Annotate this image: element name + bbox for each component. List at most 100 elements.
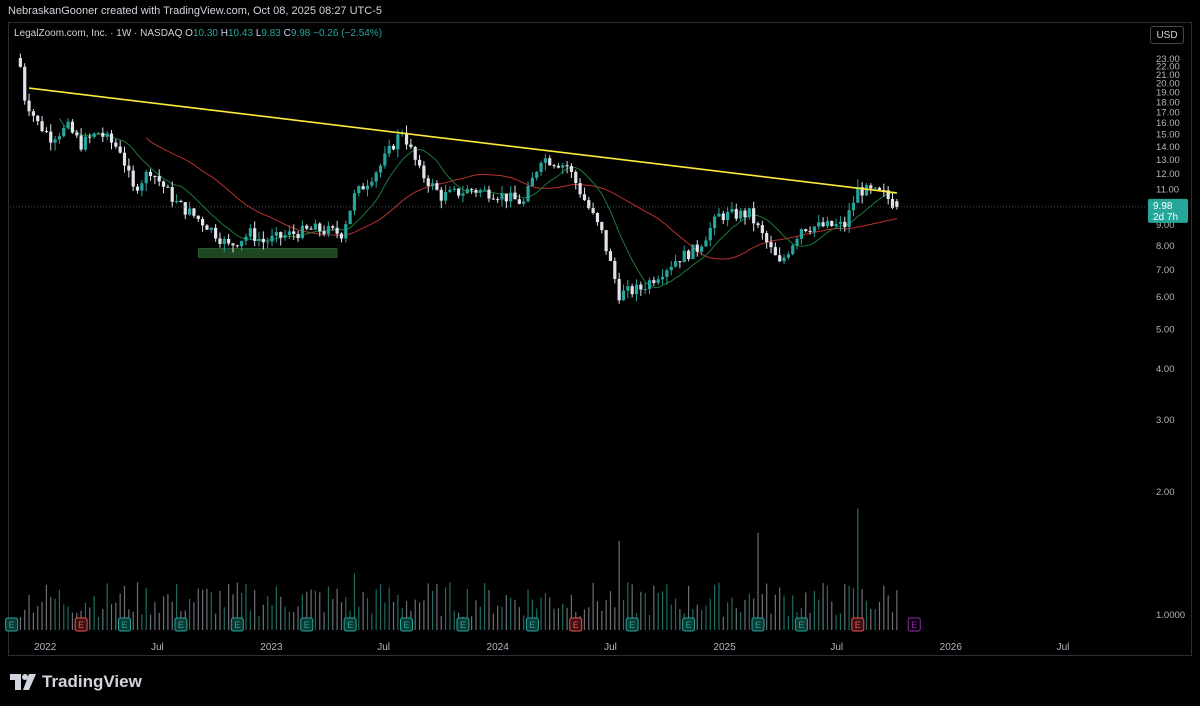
volume-bar: [878, 601, 881, 630]
candle-body: [543, 158, 547, 163]
tradingview-logo[interactable]: TradingView: [10, 672, 142, 692]
volume-bar: [583, 609, 586, 630]
candle-body: [296, 233, 300, 239]
volume-bar: [471, 616, 473, 630]
candle-body: [847, 210, 851, 228]
volume-bar: [835, 614, 837, 630]
volume-bar: [718, 582, 720, 630]
candle-body: [452, 188, 456, 190]
earnings-marker: [400, 617, 414, 632]
candle-body: [331, 226, 335, 228]
x-tick-label: 2023: [260, 642, 283, 653]
candle-body: [240, 240, 244, 247]
volume-bar: [588, 607, 590, 630]
volume-bar: [722, 616, 724, 630]
candle-body: [227, 238, 231, 244]
candle-body: [339, 233, 344, 239]
candle-body: [765, 233, 769, 243]
volume-bar: [115, 602, 117, 630]
earnings-label: E: [755, 620, 761, 630]
volume-bar: [527, 589, 529, 630]
earnings-label: E: [404, 620, 410, 630]
volume-bar: [753, 598, 755, 630]
candle-body: [443, 192, 448, 201]
volume-bar: [232, 594, 234, 630]
candle-body: [448, 189, 452, 193]
volume-bar: [288, 611, 290, 630]
chart-frame[interactable]: [8, 22, 1192, 656]
candle-body: [53, 139, 57, 143]
volume-bar: [479, 606, 481, 630]
candle-body: [860, 187, 864, 196]
volume-bar: [792, 595, 794, 630]
volume-bar: [392, 601, 395, 630]
volume-bar: [388, 587, 390, 630]
earnings-marker: [118, 617, 132, 632]
candle-body: [886, 190, 890, 199]
volume-bar: [197, 588, 199, 630]
earnings-label: E: [347, 620, 353, 630]
volume-bar: [614, 607, 616, 630]
candle-body: [44, 131, 49, 133]
y-tick-label: 1.0000: [1156, 610, 1185, 621]
volume-bar: [510, 597, 512, 630]
volume-bar: [640, 591, 642, 630]
support-zone: [197, 248, 338, 258]
candle-body: [704, 240, 708, 247]
candle-body: [561, 165, 565, 168]
candle-body: [730, 209, 734, 212]
volume-bar: [431, 590, 434, 630]
candle-body: [778, 255, 782, 262]
volume-bar: [223, 607, 225, 630]
candle-body: [582, 194, 587, 201]
volume-bar: [761, 594, 763, 630]
y-tick-label: 15.00: [1156, 130, 1180, 141]
candle-body: [435, 183, 439, 190]
candle-body: [665, 270, 669, 277]
candle-body: [569, 166, 574, 172]
volume-bar: [37, 605, 39, 630]
earnings-label: E: [178, 620, 184, 630]
candle-body: [695, 244, 699, 252]
candle-body: [500, 193, 504, 200]
volume-bar: [41, 601, 43, 630]
volume-bar: [24, 609, 26, 630]
volume-bar: [353, 573, 356, 630]
volume-bar: [167, 594, 169, 630]
volume-bar: [609, 591, 612, 630]
candle-body: [621, 290, 626, 301]
high-label: H: [220, 28, 228, 39]
y-tick-label: 21.00: [1156, 70, 1180, 81]
volume-bar: [570, 594, 573, 630]
currency-button[interactable]: USD: [1150, 26, 1184, 44]
x-tick-label: Jul: [604, 642, 617, 653]
volume-bar: [162, 596, 165, 630]
earnings-label: E: [460, 620, 466, 630]
volume-bar: [375, 589, 377, 630]
volume-bar: [327, 586, 330, 630]
candle-body: [556, 165, 561, 168]
volume-bar: [674, 598, 677, 630]
header: NebraskanGooner created with TradingView…: [0, 0, 1200, 22]
candle-body: [365, 185, 370, 190]
volume-bar: [136, 582, 139, 630]
y-tick-label: 14.00: [1156, 142, 1180, 153]
earnings-label: E: [529, 620, 535, 630]
candle-body: [595, 213, 600, 223]
candle-body: [643, 289, 647, 291]
candle-body: [209, 227, 213, 230]
volume-bar: [440, 615, 442, 630]
candle-body: [75, 132, 79, 136]
volume-bar: [32, 612, 34, 630]
candle-body: [634, 284, 639, 295]
volume-bar: [852, 587, 855, 630]
candle-body: [760, 225, 764, 234]
volume-bar: [770, 613, 772, 630]
candle-body: [179, 201, 183, 203]
earnings-marker: [907, 617, 921, 632]
x-tick-label: 2025: [713, 642, 736, 653]
candle-body: [36, 115, 40, 122]
candle-body: [49, 131, 53, 143]
volume-bar: [63, 604, 65, 630]
